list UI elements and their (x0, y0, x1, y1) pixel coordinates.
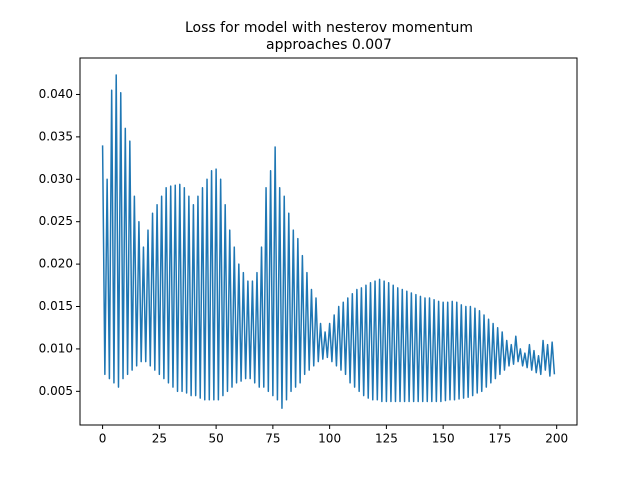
x-tick-label: 150 (432, 432, 455, 446)
x-tick-label: 200 (545, 432, 568, 446)
y-tick-label: 0.005 (39, 384, 73, 398)
y-tick-label: 0.015 (39, 299, 73, 313)
plot-frame (79, 57, 578, 426)
chart-title: approaches 0.007 (266, 37, 392, 53)
y-tick-label: 0.040 (39, 87, 73, 101)
x-tick-label: 125 (375, 432, 398, 446)
x-tick-label: 0 (99, 432, 107, 446)
x-tick-label: 25 (152, 432, 167, 446)
x-tick-label: 100 (318, 432, 341, 446)
y-tick-label: 0.020 (39, 257, 73, 271)
y-tick-label: 0.035 (39, 129, 73, 143)
loss-line (101, 74, 556, 410)
chart-title: Loss for model with nesterov momentum (185, 20, 473, 36)
y-tick-label: 0.010 (39, 341, 73, 355)
y-tick-label: 0.025 (39, 214, 73, 228)
y-tick-label: 0.030 (39, 172, 73, 186)
x-tick-label: 75 (265, 432, 280, 446)
x-tick-label: 50 (208, 432, 223, 446)
x-tick-label: 175 (488, 432, 511, 446)
